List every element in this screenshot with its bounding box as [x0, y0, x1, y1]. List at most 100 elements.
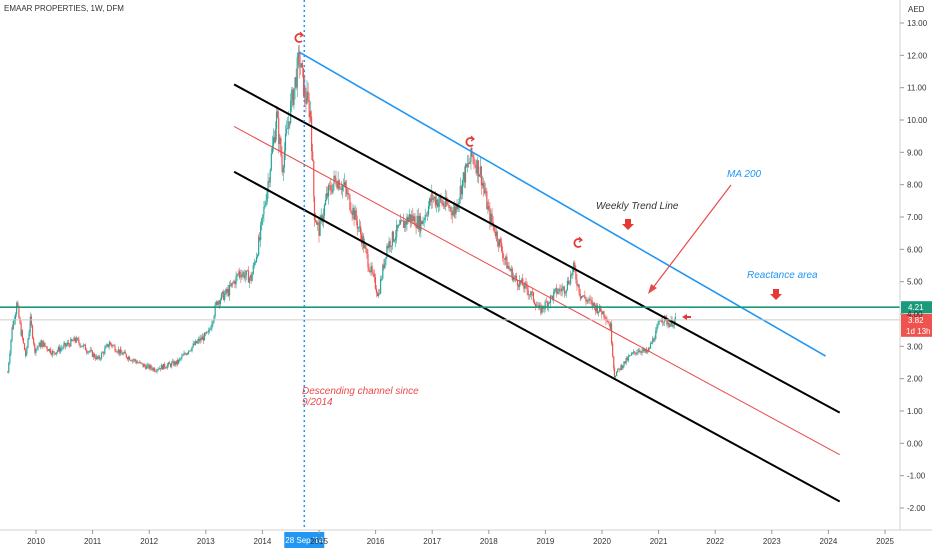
candle-body: [23, 343, 26, 351]
candle-body: [300, 63, 302, 68]
candle-body: [438, 202, 440, 207]
candle-body: [578, 284, 580, 294]
candle-body: [179, 358, 181, 360]
candle-body: [320, 215, 322, 219]
candle-body: [312, 151, 314, 161]
candle-body: [525, 282, 527, 285]
candle-body: [44, 342, 46, 346]
candle-body: [674, 316, 676, 321]
candle-body: [565, 289, 567, 294]
candle-body: [242, 272, 244, 275]
candle-body: [332, 184, 334, 193]
candle-body: [254, 261, 257, 263]
candle-body: [507, 265, 509, 269]
candle-body: [43, 342, 45, 347]
plot-area[interactable]: [0, 0, 900, 530]
candle-body: [587, 300, 589, 301]
candle-body: [264, 204, 266, 207]
candle-body: [8, 362, 10, 373]
candle-body: [627, 356, 629, 361]
candle-body: [469, 161, 471, 164]
candle-body: [451, 211, 453, 216]
candle-body: [211, 324, 213, 329]
reversal-marker-icon-tip: [299, 31, 304, 38]
candle-body: [416, 215, 418, 229]
candle-body: [301, 63, 304, 68]
candle-body: [212, 321, 214, 325]
candle-body: [29, 323, 31, 333]
candle-body: [282, 167, 284, 173]
candle-body: [408, 217, 410, 222]
candle-body: [511, 268, 513, 281]
candle-body: [585, 298, 587, 302]
candle-body: [268, 181, 270, 183]
candle-body: [506, 256, 508, 269]
candle-body: [100, 353, 103, 359]
candle-body: [391, 231, 393, 246]
candle-body: [384, 258, 386, 268]
candle-body: [59, 348, 62, 352]
candle-body: [424, 214, 426, 220]
candle-body: [262, 214, 264, 219]
candle-body: [527, 290, 529, 296]
y-tick-label: 13.00: [907, 19, 928, 28]
y-axis: 13.00 12.00 11.00 10.00 9.00 8.00 7.00 6.00 5.00…: [899, 0, 928, 530]
y-tick-label: 3.00: [907, 342, 923, 351]
candle-body: [61, 348, 63, 349]
candle-body: [595, 305, 597, 312]
candle-body: [290, 100, 292, 123]
candle-body: [546, 302, 548, 308]
candle-body: [524, 282, 526, 289]
candle-body: [160, 365, 162, 370]
candle-body: [195, 341, 198, 344]
candle-body: [330, 185, 332, 191]
candle-body: [265, 201, 267, 205]
candle-body: [263, 206, 265, 215]
candle-body: [522, 278, 524, 286]
candle-body: [93, 353, 96, 358]
candle-body: [625, 357, 627, 364]
candle-body: [635, 352, 637, 354]
candle-body: [287, 127, 289, 129]
candle-body: [491, 213, 493, 222]
candle-body: [69, 344, 71, 347]
candle-body: [130, 360, 132, 361]
candle-body: [28, 332, 30, 340]
candle-body: [137, 362, 139, 364]
candle-body: [672, 325, 674, 327]
candle-body: [252, 265, 254, 274]
candle-body: [607, 320, 609, 324]
candle-body: [85, 350, 88, 352]
candle-body: [621, 365, 623, 369]
candle-body: [669, 324, 671, 327]
candle-body: [420, 221, 422, 231]
candle-body: [470, 148, 472, 162]
candle-body: [496, 231, 498, 242]
candle-body: [584, 295, 586, 299]
candle-body: [108, 344, 110, 348]
candle-body: [421, 221, 423, 224]
candle-body: [54, 353, 56, 355]
candle-body: [594, 305, 597, 312]
candle-body: [188, 350, 190, 353]
candle-body: [81, 346, 83, 347]
candle-body: [509, 268, 511, 272]
candle-body: [22, 338, 25, 344]
candle-body: [206, 331, 208, 334]
candle-body: [440, 197, 442, 201]
candle-body: [566, 280, 568, 290]
candle-body: [533, 301, 536, 305]
candle-body: [660, 320, 663, 322]
candle-body: [232, 282, 234, 284]
candle-body: [367, 253, 369, 268]
candle-body: [659, 320, 661, 322]
candle-body: [45, 345, 47, 347]
candle-body: [275, 111, 278, 129]
candle-body: [98, 356, 100, 359]
candle-body: [501, 242, 503, 252]
y-tick-label: 12.00: [907, 51, 928, 60]
candle-body: [329, 185, 331, 186]
candle-body: [613, 356, 615, 369]
candle-body: [447, 204, 449, 206]
